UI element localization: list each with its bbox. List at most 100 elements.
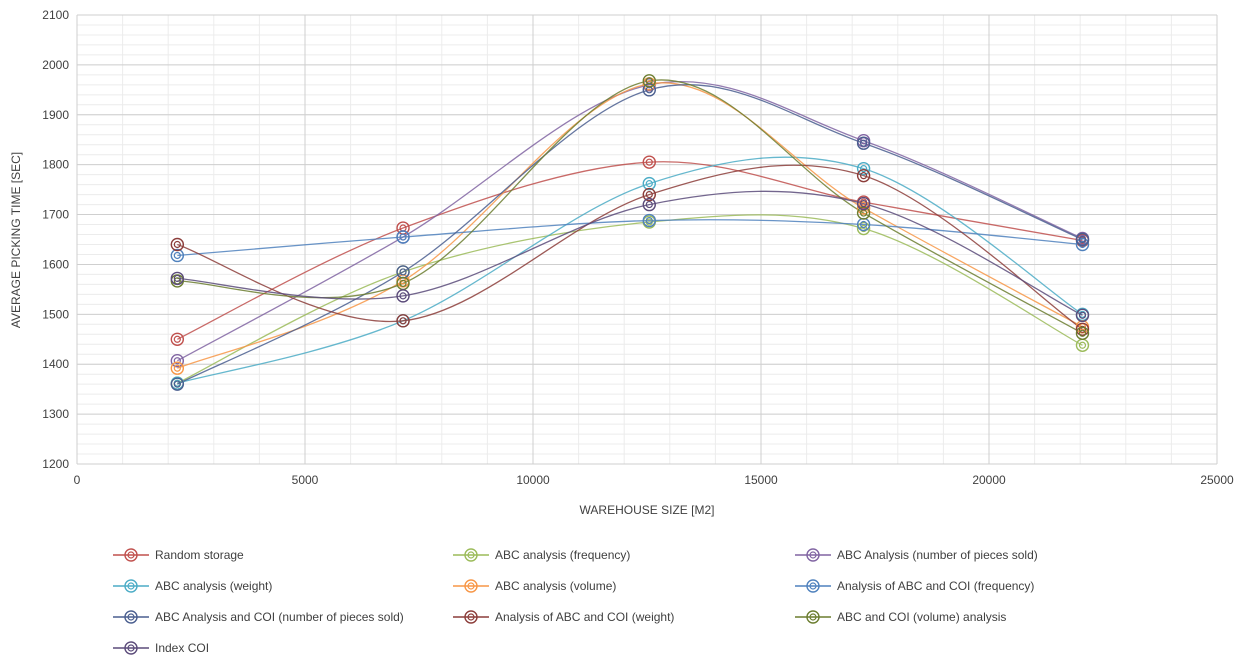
data-point-inner xyxy=(1078,341,1087,349)
data-point-outer xyxy=(170,271,185,286)
y-tick-label: 1300 xyxy=(42,407,69,421)
data-point-outer xyxy=(856,168,871,183)
series-line-8 xyxy=(177,79,1083,334)
data-point-inner xyxy=(645,77,653,85)
legend-entry: ABC Analysis and COI (number of pieces s… xyxy=(113,610,404,624)
y-axis-tick-labels: 1200 1300 1400 1500 1600 1700 1800 1900 2000 2100 xyxy=(42,8,69,471)
legend-marker xyxy=(806,610,820,624)
data-point-inner xyxy=(859,139,868,147)
data-point-inner xyxy=(399,279,407,288)
data-point-inner xyxy=(1078,235,1087,244)
data-point-inner xyxy=(1078,329,1087,337)
x-tick-label: 5000 xyxy=(292,473,319,487)
series-line-7 xyxy=(177,164,1083,330)
y-tick-label: 1200 xyxy=(42,457,69,471)
series-line-0 xyxy=(177,161,1083,340)
x-tick-label: 25000 xyxy=(1200,473,1234,487)
legend-entry: Index COI xyxy=(113,641,209,655)
legend-label: Analysis of ABC and COI (weight) xyxy=(495,610,674,624)
y-axis-label: AVERAGE PICKING TIME [SEC] xyxy=(9,152,23,328)
series-line-9 xyxy=(177,190,1083,316)
data-point-outer xyxy=(396,289,410,303)
legend-entry: Analysis of ABC and COI (frequency) xyxy=(795,579,1034,593)
data-point-inner xyxy=(1078,325,1087,333)
data-point-outer xyxy=(170,332,185,346)
legend-marker-inner xyxy=(809,551,817,559)
data-point-inner xyxy=(645,180,653,188)
data-point-outer xyxy=(856,201,871,215)
legend-entry: ABC analysis (frequency) xyxy=(453,548,630,562)
legend: Random storage ABC analysis (frequency) AB… xyxy=(113,548,1038,655)
series-line-1 xyxy=(177,214,1083,384)
data-point-inner xyxy=(859,199,868,208)
series-line-4 xyxy=(177,82,1083,369)
x-tick-label: 15000 xyxy=(744,473,778,487)
legend-marker-inner xyxy=(467,613,475,621)
legend-marker-inner xyxy=(127,551,135,559)
data-point-inner xyxy=(859,172,868,180)
series-line-3 xyxy=(177,156,1083,384)
data-point-inner xyxy=(1078,311,1087,319)
data-point-inner xyxy=(173,335,181,343)
legend-label: ABC and COI (volume) analysis xyxy=(837,610,1006,624)
data-point-outer xyxy=(642,213,656,228)
data-point-outer xyxy=(856,196,871,211)
data-point-outer xyxy=(396,314,410,328)
series-line-5 xyxy=(177,219,1083,257)
legend-marker-inner xyxy=(809,582,817,590)
legend-marker xyxy=(806,579,820,593)
data-point-outer xyxy=(856,221,871,236)
legend-label: ABC Analysis (number of pieces sold) xyxy=(837,548,1038,562)
data-point-inner xyxy=(645,200,653,209)
data-point-outer xyxy=(1075,308,1090,323)
legend-marker xyxy=(124,579,138,593)
y-tick-label: 1700 xyxy=(42,208,69,222)
data-point-outer xyxy=(642,197,656,212)
x-axis-label: WAREHOUSE SIZE [M2] xyxy=(580,503,715,517)
legend-marker xyxy=(464,579,478,593)
y-tick-label: 1500 xyxy=(42,307,69,321)
data-point-inner xyxy=(173,240,181,249)
data-point-outer xyxy=(1075,232,1090,247)
y-tick-label: 1900 xyxy=(42,108,69,122)
legend-marker xyxy=(464,610,478,624)
data-point-outer xyxy=(1075,326,1090,340)
data-point-outer xyxy=(170,237,185,252)
data-point-inner xyxy=(645,158,653,166)
data-point-outer xyxy=(396,230,410,244)
legend-entry: ABC and COI (volume) analysis xyxy=(795,610,1006,624)
data-point-inner xyxy=(645,191,653,199)
data-point-inner xyxy=(859,220,868,229)
legend-entry: Random storage xyxy=(113,548,244,562)
legend-label: ABC analysis (frequency) xyxy=(495,548,630,562)
legend-marker xyxy=(806,548,820,562)
data-point-outer xyxy=(856,136,871,150)
legend-marker xyxy=(124,641,138,655)
y-tick-label: 2100 xyxy=(42,8,69,22)
legend-label: ABC analysis (volume) xyxy=(495,579,616,593)
data-point-outer xyxy=(642,176,656,191)
legend-marker-inner xyxy=(127,613,135,621)
data-point-inner xyxy=(859,165,868,173)
data-point-inner xyxy=(173,364,181,372)
series-markers xyxy=(170,74,1090,391)
data-point-outer xyxy=(170,361,185,375)
x-tick-label: 0 xyxy=(74,473,81,487)
data-point-inner xyxy=(173,380,181,388)
data-point-inner xyxy=(173,251,181,260)
data-point-inner xyxy=(859,224,868,233)
legend-marker xyxy=(124,610,138,624)
legend-marker-inner xyxy=(127,582,135,590)
data-point-outer xyxy=(1075,237,1090,252)
legend-entry: ABC analysis (weight) xyxy=(113,579,272,593)
x-tick-label: 10000 xyxy=(516,473,550,487)
data-point-outer xyxy=(170,248,185,263)
data-point-inner xyxy=(399,268,407,276)
legend-entry: ABC analysis (volume) xyxy=(453,579,616,593)
legend-entry: ABC Analysis (number of pieces sold) xyxy=(795,548,1038,562)
legend-marker xyxy=(124,548,138,562)
major-gridlines xyxy=(76,14,1218,465)
data-point-outer xyxy=(642,187,656,202)
y-tick-label: 1600 xyxy=(42,257,69,271)
